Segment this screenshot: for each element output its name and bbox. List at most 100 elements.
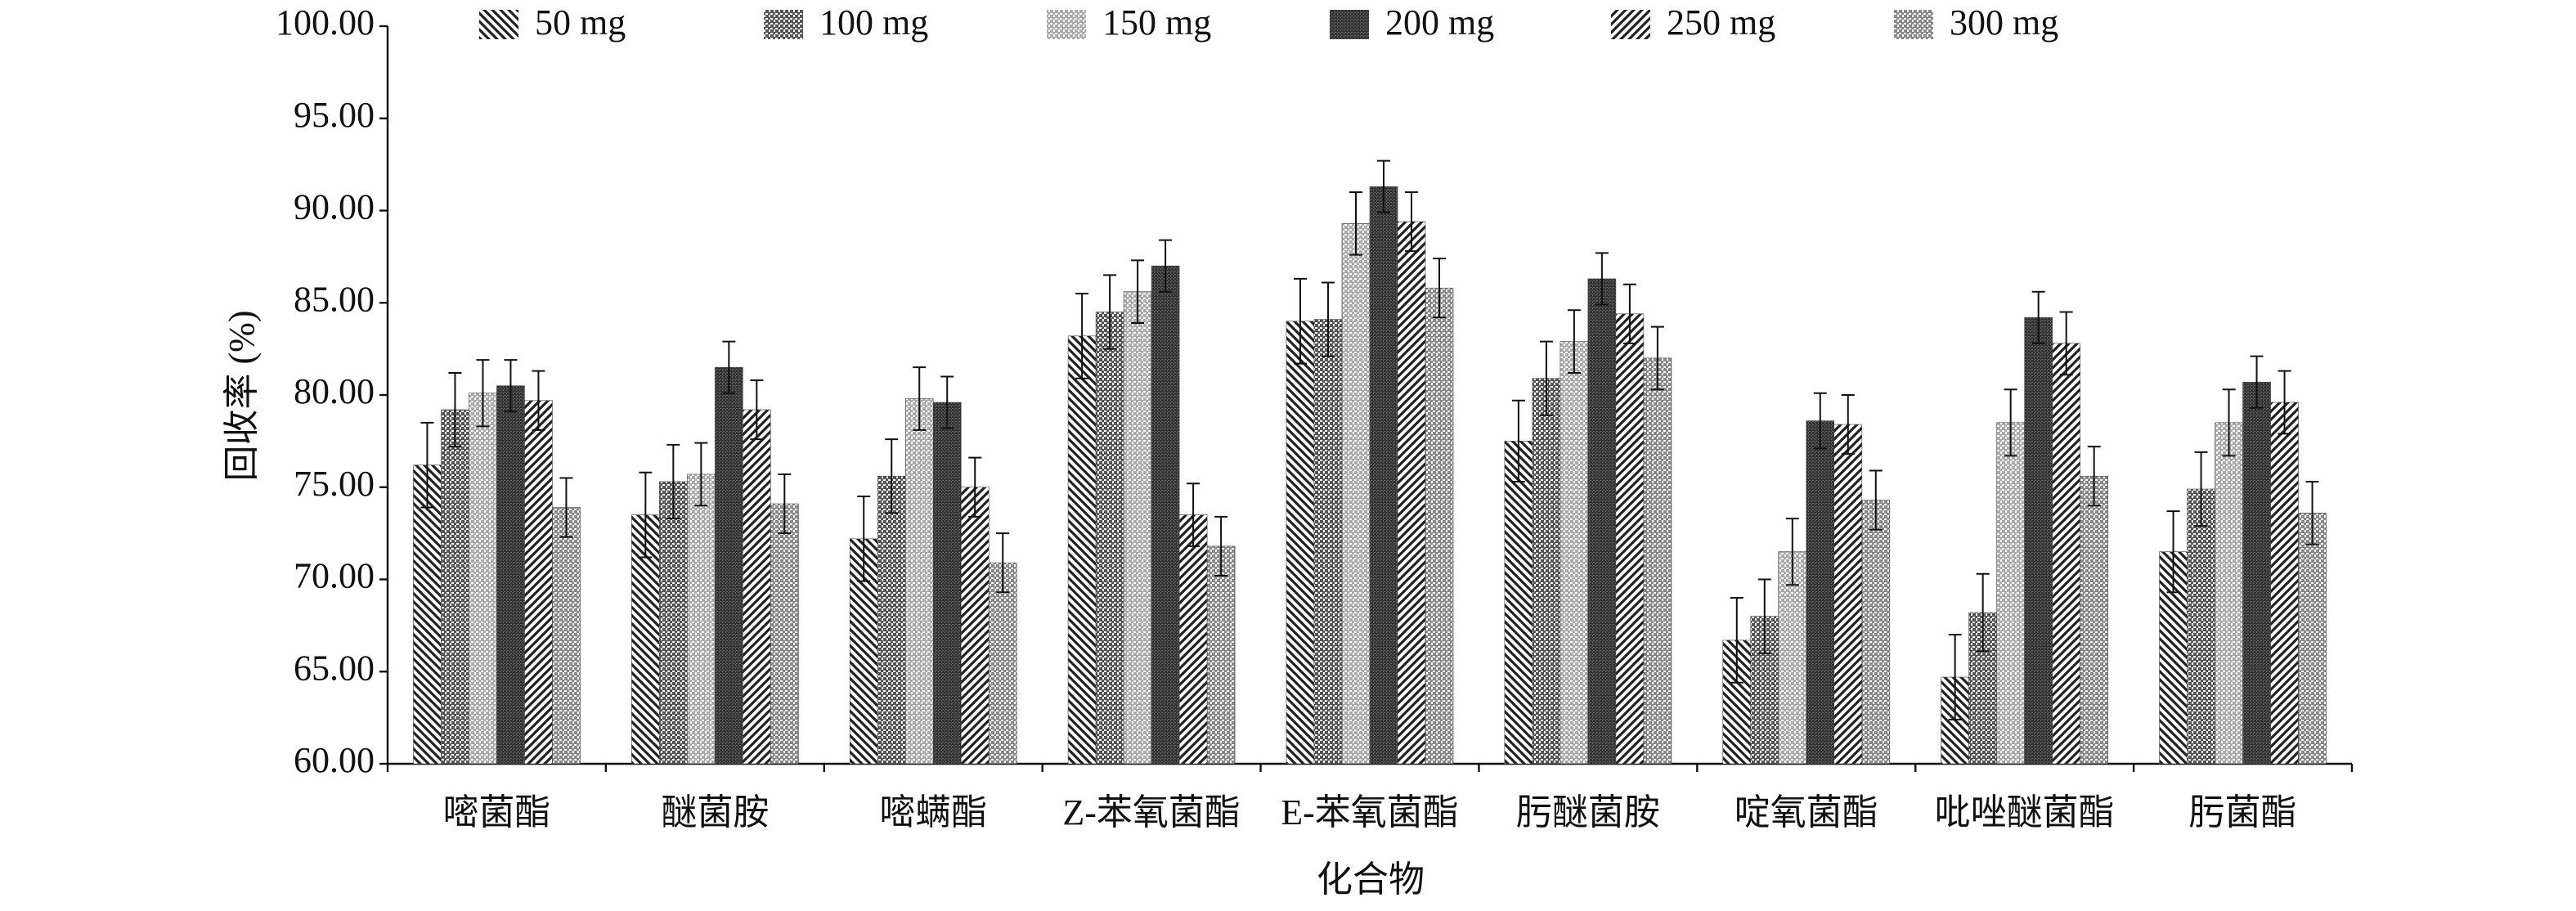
- x-tick-label: Z-苯氧菌酯: [1062, 792, 1241, 832]
- error-bar: [476, 359, 490, 428]
- y-tick-label: 100.00: [276, 2, 375, 43]
- error-bar: [1433, 258, 1446, 319]
- bar: [2187, 488, 2215, 765]
- y-tick-label: 80.00: [294, 371, 375, 411]
- bar: [743, 409, 771, 765]
- bar: [1206, 545, 1236, 765]
- bar: [2242, 381, 2271, 765]
- bar: [1587, 278, 1617, 765]
- bar: [877, 475, 906, 765]
- error-bar: [1103, 274, 1117, 350]
- error-bar: [778, 473, 792, 535]
- legend-label: 50 mg: [535, 2, 626, 43]
- legend-swatch: [1047, 10, 1086, 39]
- error-bar: [1294, 277, 1307, 365]
- bar: [2215, 422, 2243, 765]
- x-tick-label: 嘧菌酯: [442, 792, 550, 832]
- x-tick-label: 吡唑醚菌酯: [1935, 792, 2115, 832]
- bar: [1341, 222, 1371, 765]
- error-bar: [1405, 191, 1418, 253]
- error-bar: [1349, 191, 1362, 256]
- bar: [1178, 514, 1208, 765]
- bar: [988, 562, 1017, 765]
- error-bar: [1159, 239, 1173, 293]
- bar: [552, 507, 581, 765]
- legend-swatch: [1330, 10, 1369, 39]
- bar: [1286, 321, 1315, 765]
- bar: [1425, 287, 1454, 765]
- y-tick-label: 95.00: [294, 95, 375, 135]
- y-tick-label: 85.00: [294, 279, 375, 319]
- x-tick-label: 肟菌酯: [2189, 792, 2297, 832]
- bar: [1778, 551, 1807, 765]
- x-tick-label: 醚菌胺: [661, 792, 769, 832]
- bar: [524, 400, 553, 765]
- bar: [1560, 341, 1589, 765]
- error-bar: [1075, 292, 1089, 379]
- error-bar: [1539, 340, 1553, 416]
- bar: [1123, 291, 1152, 765]
- error-bar: [2194, 451, 2208, 527]
- error-bar: [1869, 469, 1883, 531]
- x-tick-label: 肟醚菌胺: [1516, 792, 1660, 832]
- legend-label: 100 mg: [819, 2, 928, 43]
- x-tick-label: 嘧螨酯: [879, 792, 987, 832]
- bar: [413, 464, 442, 765]
- legend-swatch: [479, 10, 518, 39]
- bar: [1151, 265, 1180, 765]
- bar: [1833, 424, 1863, 765]
- error-bar: [1377, 159, 1390, 213]
- error-bar: [1214, 515, 1228, 577]
- y-tick-label: 75.00: [294, 464, 375, 504]
- bar: [1532, 378, 1561, 765]
- error-bar: [2059, 311, 2073, 376]
- error-bar: [2222, 388, 2236, 457]
- y-axis-label: 回收率 (%): [222, 311, 262, 482]
- error-bar: [1595, 252, 1609, 306]
- error-bar: [1730, 597, 1744, 684]
- bar: [2052, 343, 2080, 765]
- bar: [1996, 422, 2025, 765]
- legend-swatch: [764, 10, 803, 39]
- bar: [1095, 312, 1124, 765]
- bar: [1504, 441, 1533, 765]
- y-tick-label: 65.00: [294, 648, 375, 688]
- error-bar: [2031, 290, 2045, 344]
- error-bar: [639, 471, 653, 559]
- bar: [1313, 319, 1343, 765]
- error-bar: [420, 421, 434, 509]
- error-bar: [750, 379, 764, 441]
- bar: [441, 409, 469, 765]
- error-bar: [1948, 634, 1962, 720]
- error-bar: [1650, 325, 1664, 391]
- bar: [715, 366, 743, 765]
- error-bar: [996, 532, 1010, 594]
- bar: [469, 393, 497, 765]
- bar: [2298, 513, 2327, 765]
- y-tick-label: 70.00: [294, 556, 375, 596]
- bar: [496, 385, 525, 765]
- error-bar: [940, 375, 954, 429]
- legend-swatch: [1611, 10, 1650, 39]
- error-bar: [1322, 281, 1335, 357]
- error-bar: [1511, 399, 1525, 482]
- error-bar: [1757, 578, 1771, 654]
- y-tick-label: 60.00: [294, 740, 375, 780]
- error-bar: [2250, 355, 2264, 409]
- bar: [2024, 316, 2053, 765]
- error-bar: [2278, 370, 2291, 435]
- x-axis-label: 化合物: [1317, 859, 1425, 900]
- error-bar: [1785, 518, 1799, 586]
- bar: [1806, 420, 1835, 765]
- error-bar: [2166, 510, 2180, 594]
- bar: [2270, 402, 2299, 765]
- x-tick-label: 啶氧菌酯: [1735, 792, 1878, 832]
- error-bar: [1976, 572, 1990, 653]
- bar: [1397, 221, 1426, 765]
- error-bar: [2087, 446, 2101, 507]
- error-bar: [885, 438, 899, 514]
- error-bar: [2004, 388, 2017, 457]
- error-bar: [1813, 392, 1827, 450]
- x-tick-label: E-苯氧菌酯: [1281, 792, 1459, 832]
- error-bar: [2305, 480, 2319, 545]
